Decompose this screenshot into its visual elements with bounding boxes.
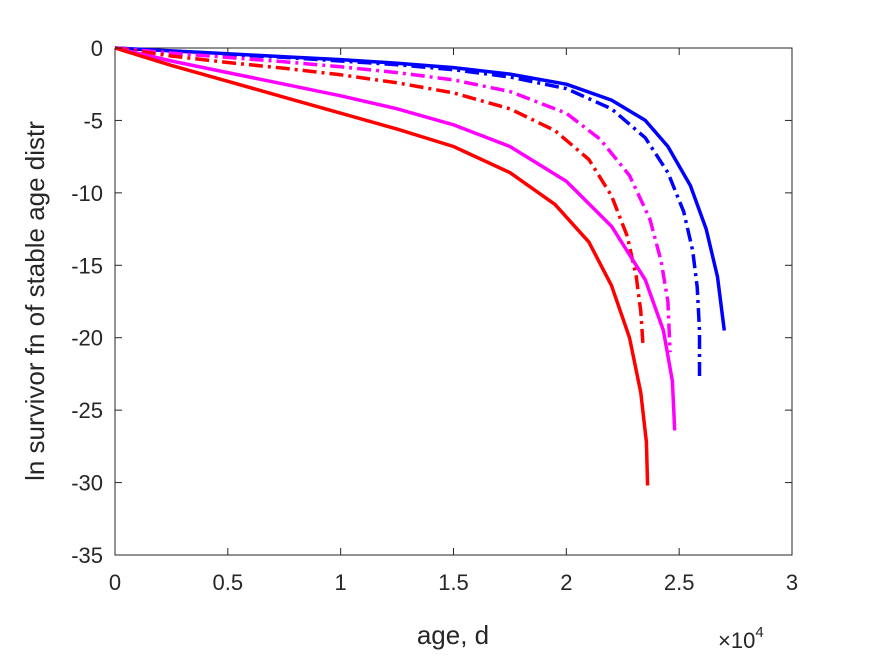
x-tick-label: 2.5 (664, 570, 695, 595)
x-tick-label: 0 (109, 570, 121, 595)
y-tick-label: -20 (71, 326, 103, 351)
series-line-6 (114, 46, 650, 486)
plot-area (114, 47, 793, 556)
y-tick-label: -15 (71, 253, 103, 278)
y-tick-label: -10 (71, 181, 103, 206)
y-axis-label: ln survivor fn of stable age distr (20, 121, 50, 481)
x-axis-label: age, d (417, 620, 489, 650)
series-line-5 (114, 46, 677, 431)
x-tick-label: 1.5 (438, 570, 469, 595)
y-tick-label: -30 (71, 471, 103, 496)
x-tick-label: 1 (335, 570, 347, 595)
y-tick-label: -35 (71, 543, 103, 568)
x-tick-label: 2 (560, 570, 572, 595)
y-tick-label: -5 (83, 108, 103, 133)
series-layer (114, 46, 727, 486)
y-tick-label: 0 (91, 36, 103, 61)
tick-layer: 0 0.5 1 1.5 2 2.5 3 0 -5 -10 -15 -20 -25 -30 -35 (71, 36, 798, 595)
series-line-2 (114, 46, 702, 379)
x-multiplier-base: ×10 (718, 628, 755, 653)
series-line-3 (114, 46, 672, 353)
y-tick-label: -25 (71, 398, 103, 423)
x-tick-label: 0.5 (213, 570, 244, 595)
x-multiplier-exponent: 4 (755, 624, 763, 641)
x-tick-label: 3 (786, 570, 798, 595)
x-multiplier-label: ×104 (718, 624, 764, 653)
